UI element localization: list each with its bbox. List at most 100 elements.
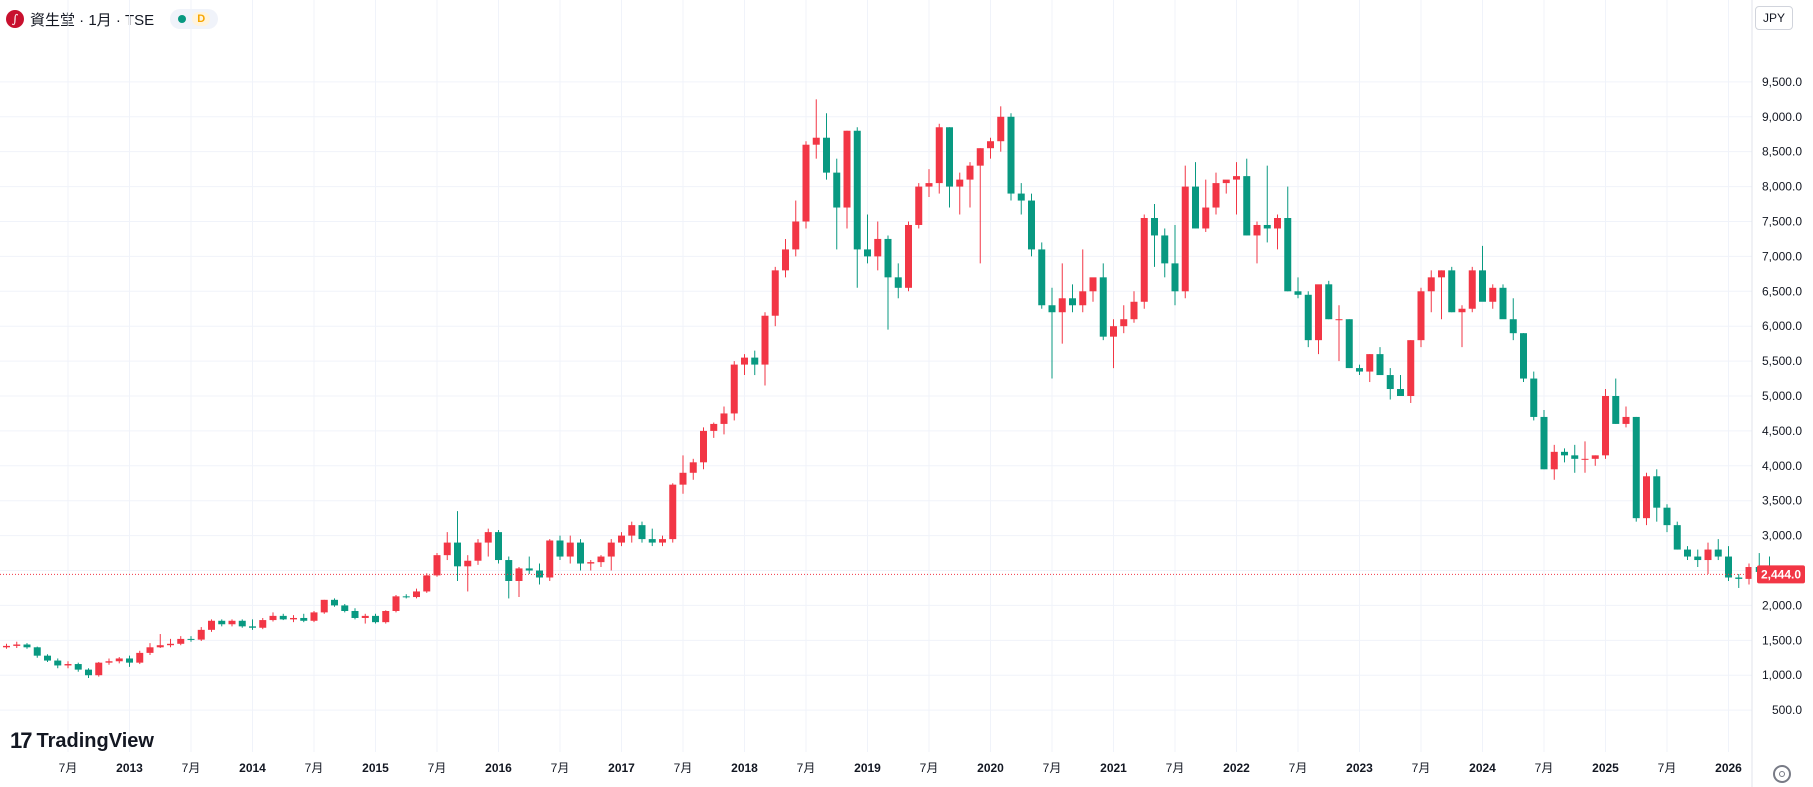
candle — [249, 619, 256, 630]
candle — [44, 654, 51, 662]
candle-body — [1274, 218, 1281, 229]
candle — [341, 604, 349, 613]
candle-body — [741, 357, 748, 365]
candle — [1171, 224, 1179, 306]
candle — [351, 608, 359, 620]
candle — [689, 458, 697, 480]
candle — [853, 127, 861, 288]
candle-body — [1335, 319, 1343, 321]
candle — [413, 588, 420, 599]
candle — [1366, 354, 1374, 383]
candle — [1017, 183, 1025, 215]
candle — [484, 528, 492, 557]
candle — [197, 627, 205, 642]
company-logo: ∫ — [6, 10, 24, 28]
candle-body — [1581, 458, 1589, 460]
candle — [1294, 277, 1302, 299]
candle — [997, 106, 1005, 152]
candle — [894, 263, 902, 299]
candle — [792, 200, 800, 257]
candle-body — [1243, 176, 1251, 236]
candle-body — [44, 655, 51, 661]
candle-body — [1130, 301, 1138, 320]
candle-body — [1069, 298, 1076, 306]
candle — [1212, 172, 1220, 215]
candle — [1397, 375, 1404, 396]
candle-body — [249, 626, 256, 628]
candle-body — [1284, 218, 1292, 292]
candle-body — [1479, 270, 1486, 302]
gear-icon[interactable] — [1773, 765, 1791, 783]
candle-body — [1089, 277, 1097, 292]
price-tick-label: 7,000.0 — [1762, 249, 1802, 263]
candle-body — [279, 615, 287, 620]
candle-body — [382, 610, 390, 623]
candle — [23, 643, 31, 649]
price-axis: 500.01,000.01,500.02,000.02,500.03,000.0… — [1751, 0, 1802, 787]
candle — [976, 148, 984, 264]
candle — [1479, 245, 1486, 302]
candle-body — [228, 620, 236, 625]
time-tick-label: 2024 — [1469, 761, 1496, 775]
candle — [1673, 521, 1681, 550]
candle — [1530, 371, 1538, 421]
time-tick-label: 7月 — [1289, 761, 1308, 775]
candle — [474, 539, 482, 565]
candle — [1448, 266, 1456, 313]
price-tick-label: 8,000.0 — [1762, 180, 1802, 194]
time-tick-label: 2018 — [731, 761, 758, 775]
candle — [1622, 406, 1630, 428]
candle — [13, 641, 21, 648]
candle-body — [423, 575, 431, 592]
candle-body — [1458, 308, 1466, 313]
candle — [1335, 305, 1343, 362]
candle-body — [823, 137, 830, 173]
candle-body — [1058, 298, 1066, 313]
candle — [1427, 270, 1435, 313]
symbol-title[interactable]: 資生堂 · 1月 · TSE — [30, 11, 155, 29]
last-price-label: 2,444.0 — [1761, 567, 1801, 581]
candle-body — [710, 423, 718, 431]
candle-body — [1202, 207, 1210, 229]
candle — [935, 123, 943, 194]
currency-button[interactable]: JPY — [1755, 6, 1793, 30]
candle-body — [1099, 277, 1107, 337]
candle-body — [730, 364, 738, 414]
candle-body — [1694, 556, 1702, 561]
candle — [361, 613, 369, 624]
candle-body — [1151, 218, 1158, 236]
candle — [423, 573, 431, 593]
candle — [1315, 284, 1322, 355]
tradingview-logo[interactable]: 17 TradingView — [10, 728, 154, 754]
candle — [1304, 291, 1312, 348]
candle — [443, 532, 451, 561]
candle-body — [1622, 416, 1630, 424]
candle-body — [1499, 287, 1507, 320]
market-status[interactable]: D — [170, 9, 219, 29]
candle — [54, 658, 62, 669]
time-tick-label: 7月 — [59, 761, 78, 775]
candle — [1345, 319, 1353, 369]
candle — [300, 613, 308, 623]
candle — [587, 560, 595, 571]
candle — [515, 567, 523, 598]
candle-body — [95, 662, 103, 676]
candle-body — [310, 612, 318, 621]
time-tick-label: 7月 — [920, 761, 939, 775]
candle — [1632, 416, 1640, 522]
candle — [1509, 298, 1517, 341]
candle-body — [454, 542, 461, 567]
candle-body — [1684, 549, 1691, 557]
time-tick-label: 2017 — [608, 761, 635, 775]
time-tick-label: 7月 — [1535, 761, 1554, 775]
candle-body — [1509, 319, 1517, 334]
candle-body — [1632, 416, 1640, 519]
time-tick-label: 2019 — [854, 761, 881, 775]
candle — [1263, 165, 1271, 243]
candle-body — [259, 620, 267, 628]
candle-body — [1745, 567, 1753, 579]
candle — [1233, 162, 1240, 215]
candle — [956, 172, 964, 215]
last-price-badge — [1757, 565, 1805, 584]
